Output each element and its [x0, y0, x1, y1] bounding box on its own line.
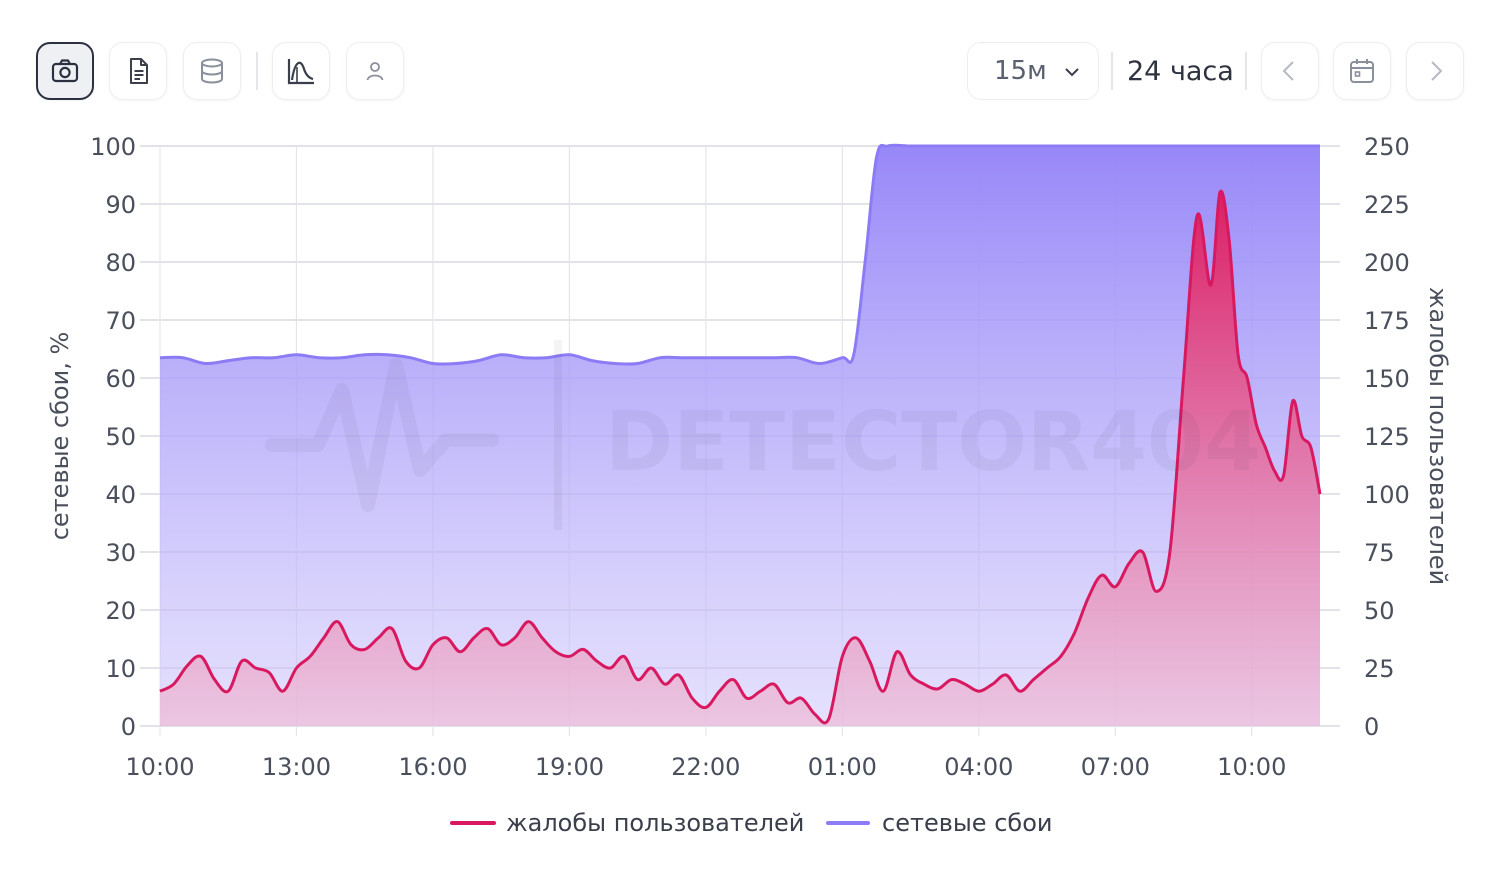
chevron-left-icon	[1282, 61, 1294, 81]
outages-line	[159, 143, 1320, 366]
chevron-down-icon	[1065, 68, 1079, 77]
database-icon	[201, 58, 223, 84]
interval-select[interactable]: 15м	[967, 42, 1099, 100]
y-right-tick-label: 250	[1364, 133, 1410, 161]
y-left-tick-label: 30	[105, 539, 136, 567]
toolbar-divider	[1111, 52, 1113, 90]
chart-button[interactable]	[272, 42, 330, 100]
y-left-tick-label: 90	[105, 191, 136, 219]
chart-icon	[287, 59, 314, 85]
x-tick-label: 07:00	[1081, 753, 1150, 781]
time-range-label: 24 часа	[1127, 56, 1234, 87]
camera-icon	[51, 59, 79, 83]
x-tick-label: 22:00	[671, 753, 740, 781]
x-tick-label: 16:00	[398, 753, 467, 781]
toolbar-divider	[1245, 52, 1247, 90]
y-left-tick-label: 0	[121, 713, 136, 741]
calendar-icon	[1350, 59, 1374, 83]
x-tick-label: 01:00	[808, 753, 877, 781]
watermark: DETECTOR404	[265, 340, 1261, 530]
y-right-tick-label: 225	[1364, 191, 1410, 219]
y-right-tick-label: 150	[1364, 365, 1410, 393]
x-tick-label: 19:00	[535, 753, 604, 781]
y-right-tick-label: 100	[1364, 481, 1410, 509]
y-right-tick-label: 125	[1364, 423, 1410, 451]
toolbar-divider	[256, 52, 258, 90]
y-left-tick-label: 20	[105, 597, 136, 625]
y-left-tick-label: 100	[90, 133, 136, 161]
profile-button[interactable]	[346, 42, 404, 100]
x-tick-label: 13:00	[262, 753, 331, 781]
y-right-tick-label: 25	[1364, 655, 1395, 683]
user-icon	[366, 62, 384, 81]
y-left-tick-label: 80	[105, 249, 136, 277]
y-right-tick-label: 75	[1364, 539, 1395, 567]
legend-label-complaints: жалобы пользователей	[506, 809, 804, 837]
y-left-tick-label: 40	[105, 481, 136, 509]
previous-period-button[interactable]	[1261, 42, 1319, 100]
document-icon	[130, 58, 148, 84]
outages-area	[160, 145, 1320, 726]
chevron-right-icon	[1431, 61, 1443, 81]
watermark-text: DETECTOR404	[605, 395, 1261, 490]
x-tick-label: 10:00	[1217, 753, 1286, 781]
x-tick-label: 10:00	[125, 753, 194, 781]
y-left-tick-label: 10	[105, 655, 136, 683]
legend-label-outages: сетевые сбои	[882, 809, 1052, 837]
y-right-tick-label: 175	[1364, 307, 1410, 335]
y-right-tick-label: 0	[1364, 713, 1379, 741]
y-left-axis-label: сетевые сбои, %	[46, 332, 74, 541]
y-left-tick-label: 60	[105, 365, 136, 393]
report-button[interactable]	[109, 42, 167, 100]
y-right-tick-label: 200	[1364, 249, 1410, 277]
calendar-button[interactable]	[1333, 42, 1391, 100]
database-button[interactable]	[183, 42, 241, 100]
y-left-tick-label: 50	[105, 423, 136, 451]
complaints-line	[159, 189, 1322, 725]
y-right-tick-label: 50	[1364, 597, 1395, 625]
x-tick-label: 04:00	[944, 753, 1013, 781]
toolbar: 15м 24 часа	[0, 0, 1500, 140]
y-right-axis-label: жалобы пользователей	[1424, 287, 1452, 585]
interval-value: 15м	[994, 56, 1047, 86]
screenshot-button[interactable]	[36, 42, 94, 100]
next-period-button[interactable]	[1406, 42, 1464, 100]
y-left-tick-label: 70	[105, 307, 136, 335]
